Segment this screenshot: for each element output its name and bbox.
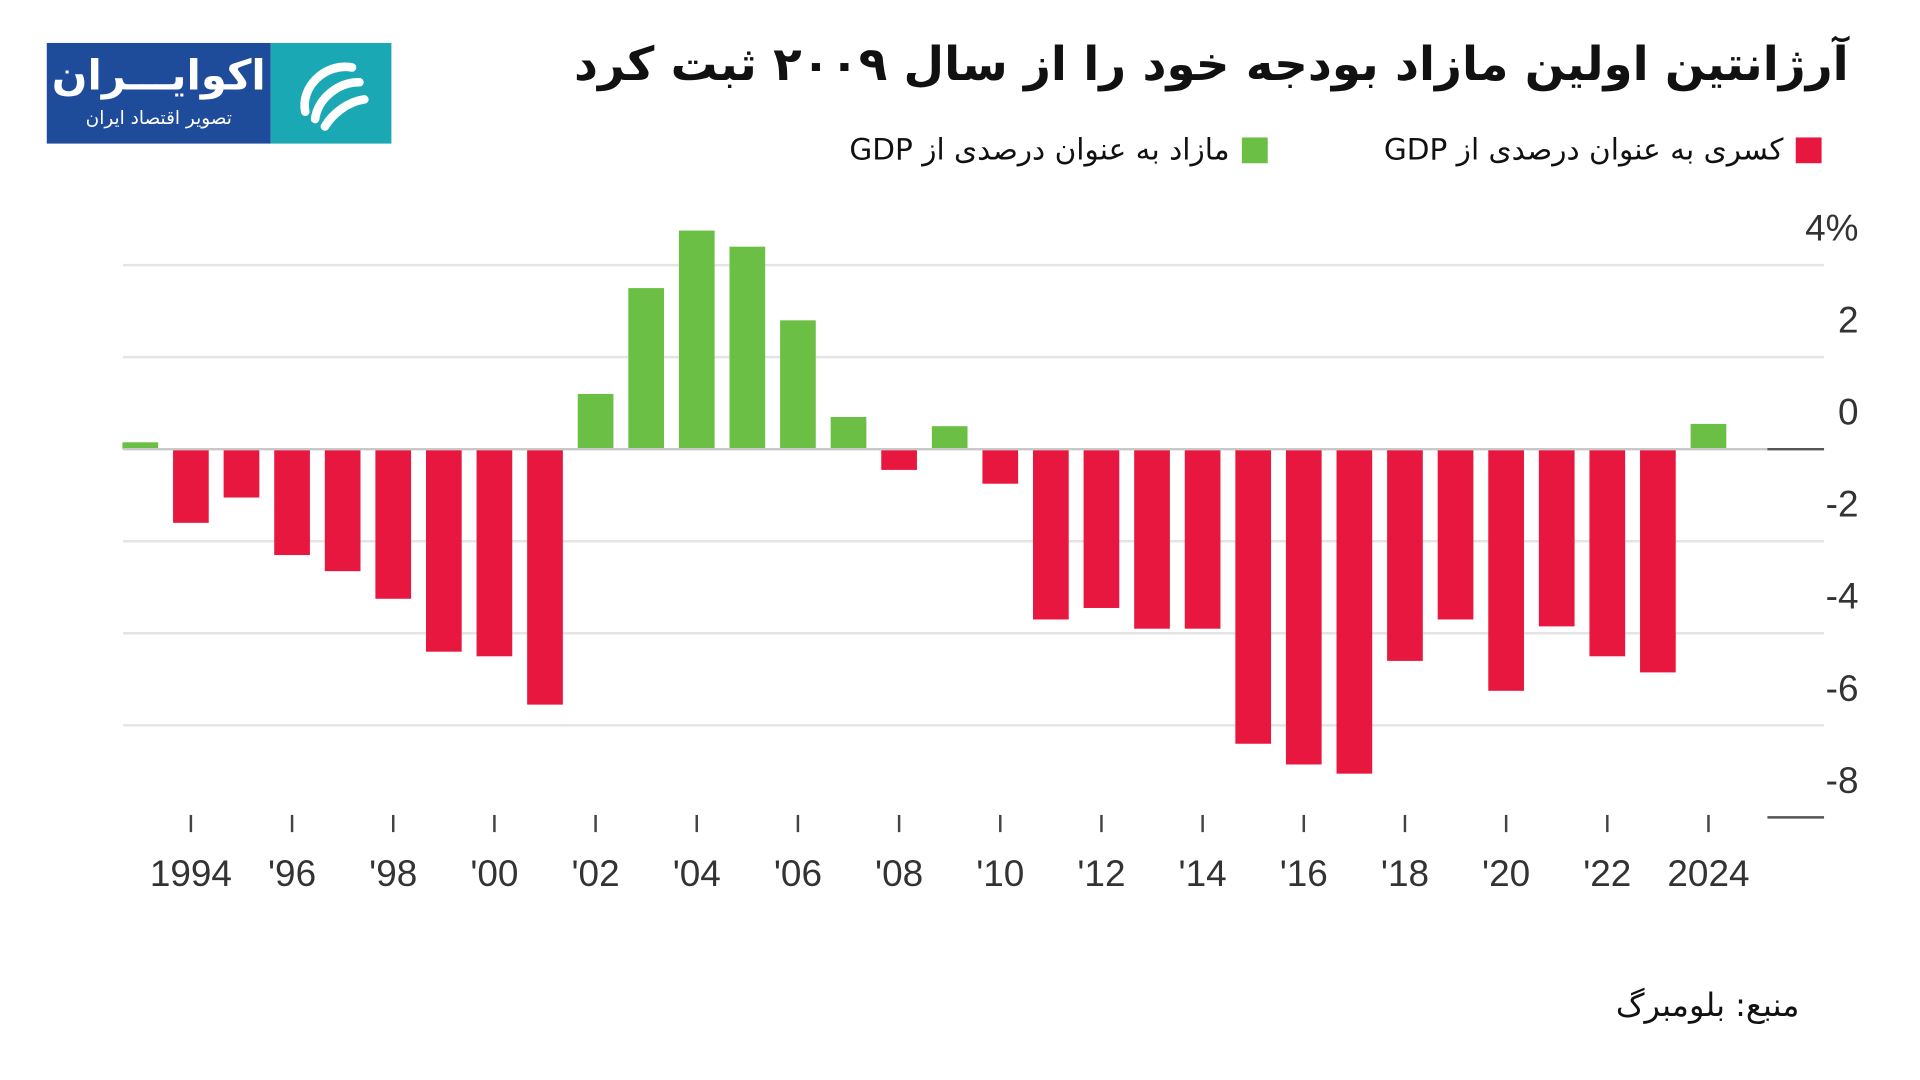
x-tick-label: '98 (369, 853, 417, 894)
bar-1995 (223, 449, 260, 498)
y-tick-label: -6 (1826, 668, 1859, 709)
bar-2009 (931, 426, 968, 450)
bar-2021 (1538, 449, 1575, 627)
bar-2024 (1690, 423, 1727, 450)
bar-2003 (628, 288, 665, 450)
legend-swatch-green (1241, 136, 1268, 163)
x-tick-label: '08 (875, 853, 923, 894)
bar-2016 (1285, 449, 1322, 765)
y-tick-label: 4% (1805, 208, 1858, 249)
logo-brand: اکوایـــران (51, 51, 266, 101)
bar-2017 (1336, 449, 1373, 774)
y-tick-label: -8 (1826, 760, 1859, 801)
x-tick-label: '18 (1381, 853, 1429, 894)
ecoiran-logo: اکوایـــران تصویر اقتصاد ایران (46, 42, 392, 144)
bar-1994 (173, 449, 209, 523)
bar-2004 (678, 230, 715, 450)
x-tick-label: '06 (774, 853, 822, 894)
bar-2011 (1033, 449, 1069, 620)
y-tick-label: -4 (1826, 576, 1859, 617)
bar-2015 (1235, 449, 1272, 744)
bar-1997 (324, 449, 361, 572)
legend-swatch-red (1795, 136, 1822, 163)
bar-2008 (881, 449, 917, 470)
x-tick-label: 2024 (1667, 853, 1749, 894)
bar-2020 (1488, 449, 1524, 691)
bar-2018 (1387, 449, 1423, 661)
logo-swirl-icon (270, 42, 392, 144)
bar-2006 (780, 320, 816, 450)
y-tick-label: 0 (1838, 392, 1859, 433)
y-tick-label: 2 (1838, 300, 1859, 341)
logo-tagline: تصویر اقتصاد ایران (85, 106, 232, 129)
bar-2010 (982, 449, 1019, 484)
bar-2001 (527, 449, 563, 705)
legend-label-deficit: کسری به عنوان درصدی از GDP (1383, 132, 1784, 167)
x-tick-label: '20 (1482, 853, 1530, 894)
bar-2022 (1589, 449, 1626, 657)
legend-item-surplus: مازاد به عنوان درصدی از GDP (849, 132, 1268, 167)
bar-2012 (1083, 449, 1120, 608)
x-tick-label: '04 (673, 853, 721, 894)
x-tick-label: 1994 (150, 853, 232, 894)
y-tick-label: -2 (1826, 484, 1859, 525)
bar-1996 (274, 449, 310, 556)
x-tick-label: '22 (1583, 853, 1631, 894)
x-tick-label: '96 (268, 853, 316, 894)
bar-1998 (375, 449, 412, 599)
x-tick-label: '16 (1280, 853, 1328, 894)
bar-2023 (1640, 449, 1676, 673)
legend-item-deficit: کسری به عنوان درصدی از GDP (1384, 133, 1822, 167)
legend-label-surplus: مازاد به عنوان درصدی از GDP (849, 132, 1230, 167)
x-tick-label: '12 (1077, 853, 1125, 894)
chart-title: آرژانتین اولین مازاد بودجه خود را از سال… (574, 36, 1849, 91)
bar-2002 (577, 393, 614, 450)
source-note: منبع: بلومبرگ (1615, 987, 1800, 1025)
bar-2007 (830, 416, 867, 450)
bar-2013 (1134, 449, 1170, 629)
bar-2014 (1184, 449, 1221, 629)
bar-2000 (476, 449, 513, 657)
bar-1993 (122, 442, 159, 450)
x-tick-label: '00 (470, 853, 518, 894)
bar-2019 (1437, 449, 1474, 620)
logo-text-box: اکوایـــران تصویر اقتصاد ایران (46, 42, 271, 144)
bar-2005 (729, 246, 766, 450)
bar-1999 (425, 449, 462, 652)
x-tick-label: '02 (572, 853, 620, 894)
x-tick-label: '10 (976, 853, 1024, 894)
x-tick-label: '14 (1179, 853, 1227, 894)
